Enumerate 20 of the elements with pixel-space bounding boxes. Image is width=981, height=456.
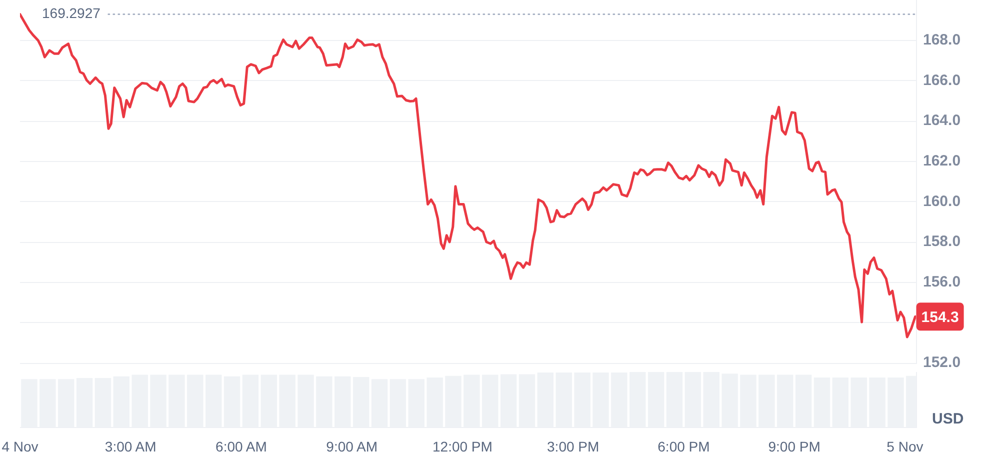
data-label: 154.3	[921, 308, 959, 326]
ref-line-label: 169.2927	[42, 5, 101, 22]
x-tick-label: 12:00 PM	[432, 438, 492, 454]
x-tick-label: 6:00 AM	[216, 438, 267, 454]
y-tick-label: 164.0	[923, 112, 961, 130]
x-tick-label: 9:00 PM	[768, 438, 820, 454]
y-tick-label: 158.0	[923, 233, 961, 250]
y-tick-label: 162.0	[923, 152, 961, 170]
x-tick-label: 6:00 PM	[658, 438, 710, 454]
x-tick-label: 3:00 AM	[104, 438, 156, 454]
y-tick-label: 166.0	[923, 72, 961, 89]
y-tick-label: 160.0	[923, 192, 961, 210]
x-tick-label: 4 Nov	[2, 438, 38, 454]
x-tick-label: 5 Nov	[886, 438, 924, 454]
y-tick-label: 156.0	[923, 273, 961, 290]
y-tick-label: 168.0	[923, 31, 961, 48]
y-tick-label: 152.0	[923, 354, 961, 372]
y-axis-title: USD	[932, 410, 964, 428]
x-tick-label: 9:00 AM	[326, 438, 378, 454]
x-tick-label: 3:00 PM	[547, 438, 600, 454]
